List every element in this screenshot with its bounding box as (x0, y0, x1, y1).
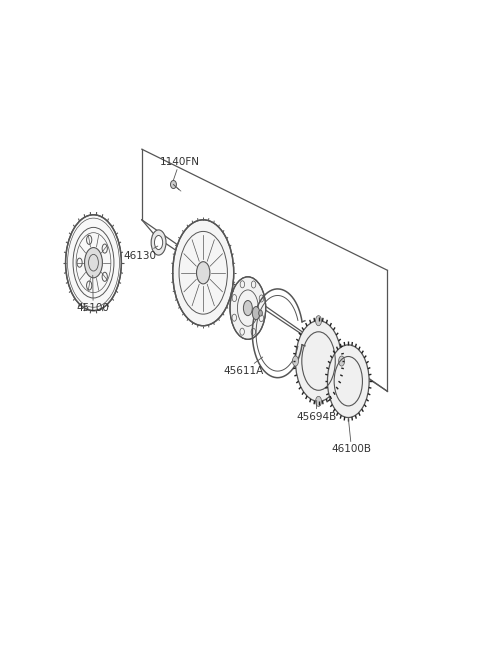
Text: 46100B: 46100B (332, 417, 372, 455)
Ellipse shape (243, 301, 252, 316)
Ellipse shape (327, 345, 369, 417)
Ellipse shape (151, 230, 166, 255)
Ellipse shape (252, 307, 260, 320)
Text: 45611A: 45611A (224, 357, 264, 376)
Ellipse shape (230, 277, 266, 339)
Ellipse shape (259, 310, 263, 316)
Ellipse shape (296, 321, 342, 402)
Ellipse shape (338, 356, 345, 366)
Text: 45100: 45100 (77, 275, 109, 313)
Text: 45694B: 45694B (296, 400, 336, 422)
Ellipse shape (155, 235, 163, 250)
Ellipse shape (84, 248, 102, 278)
Ellipse shape (196, 262, 210, 284)
Ellipse shape (315, 316, 322, 326)
Ellipse shape (315, 396, 322, 406)
Text: 46130: 46130 (123, 246, 158, 261)
Ellipse shape (173, 220, 234, 326)
Text: 1140FN: 1140FN (160, 157, 200, 180)
Ellipse shape (170, 181, 177, 189)
Ellipse shape (66, 215, 121, 310)
Ellipse shape (292, 356, 299, 366)
